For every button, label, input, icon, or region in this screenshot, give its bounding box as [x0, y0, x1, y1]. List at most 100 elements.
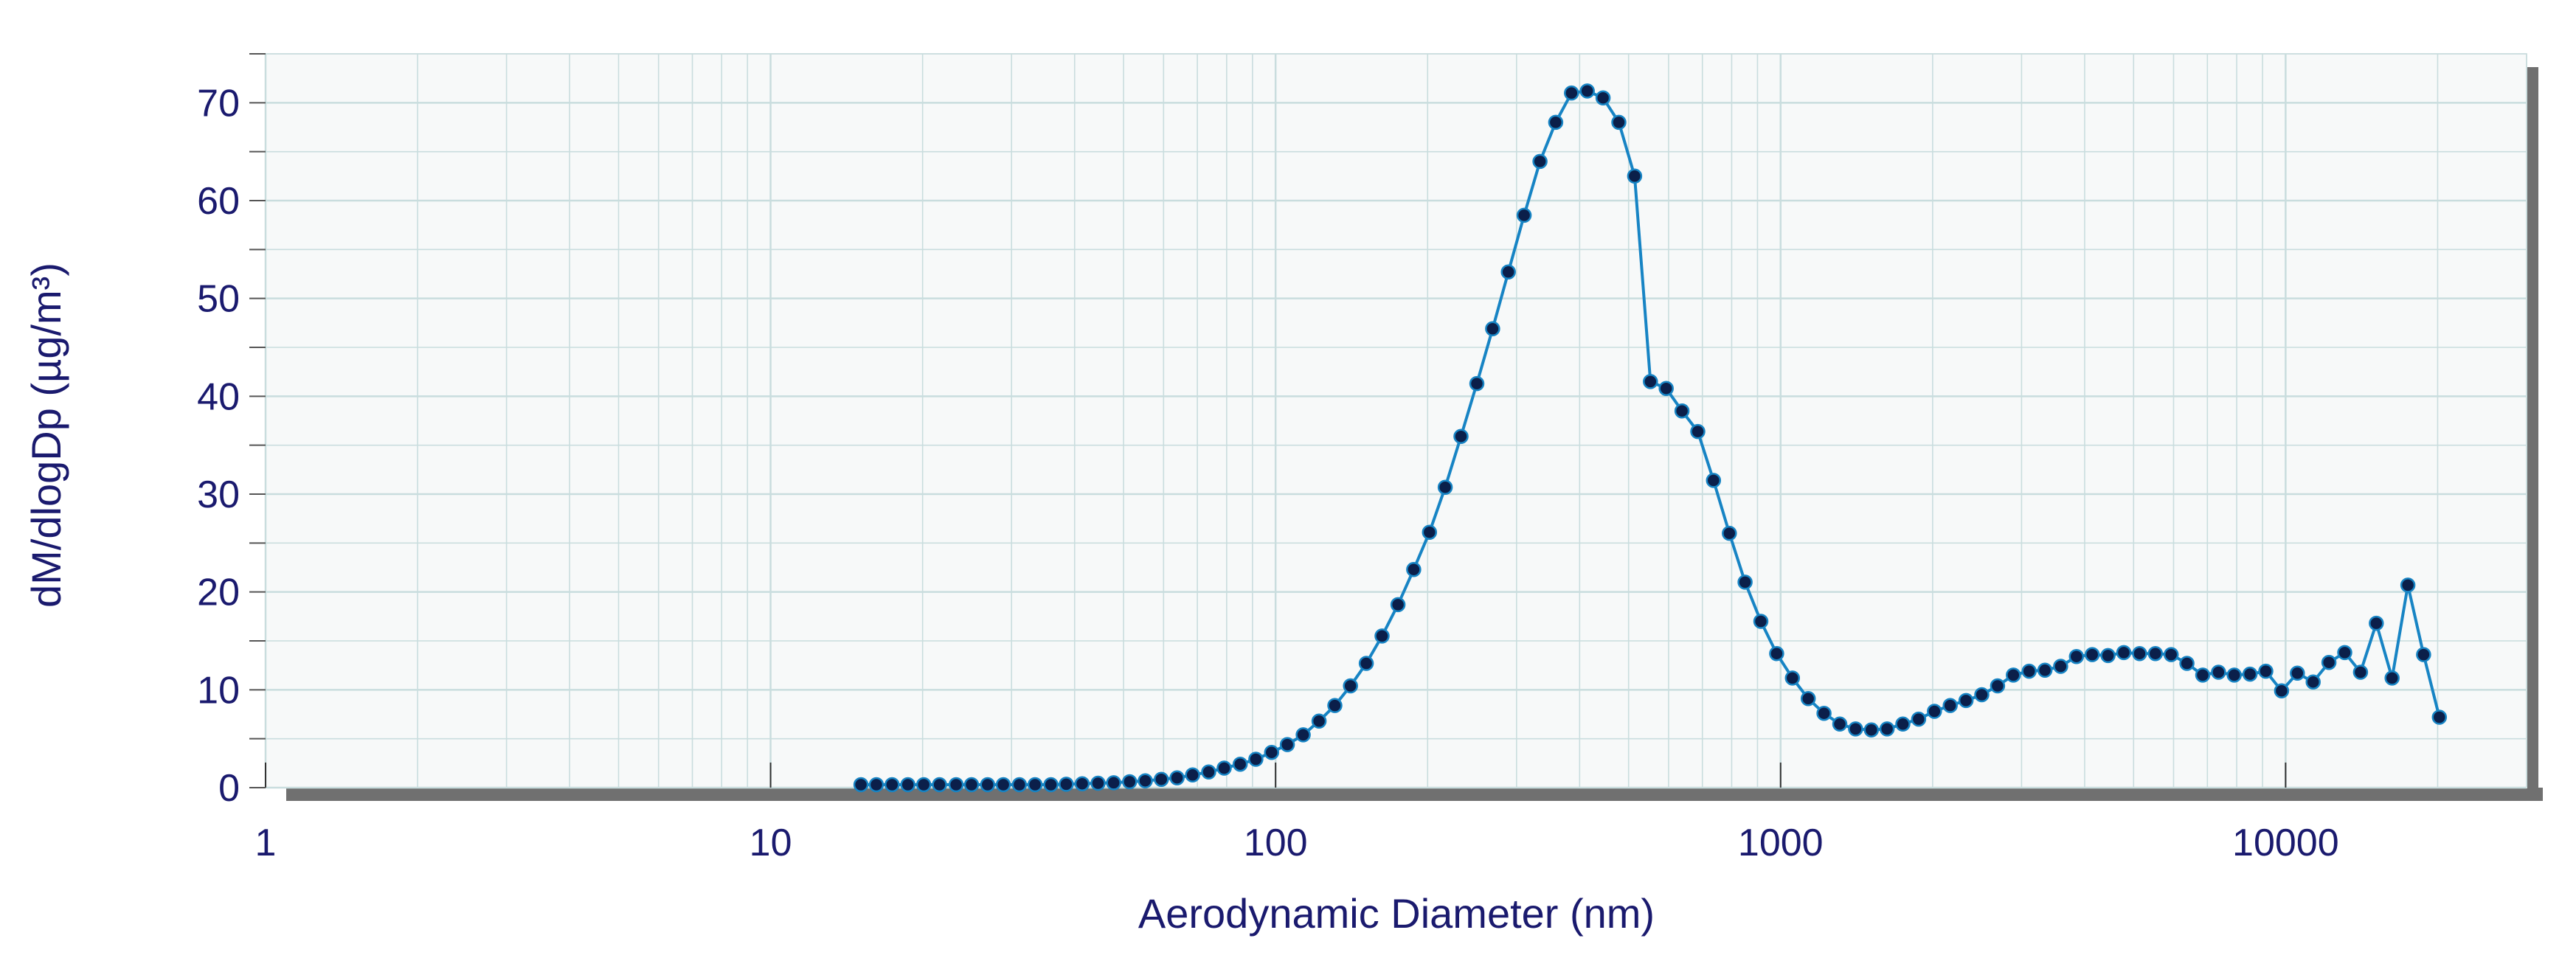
data-point [2100, 648, 2116, 664]
data-point [1595, 90, 1611, 105]
y-tick-label: 10 [197, 669, 240, 712]
x-tick-label: 1 [255, 822, 277, 864]
data-point [1942, 698, 1958, 713]
data-point [1043, 777, 1059, 793]
x-tick-label: 10 [749, 822, 792, 864]
data-point [2431, 709, 2448, 725]
data-point [1122, 774, 1138, 790]
data-point [1295, 727, 1311, 743]
data-point [1074, 776, 1090, 791]
data-point [2116, 645, 2132, 661]
data-point [1279, 737, 1295, 752]
data-point [2369, 615, 2384, 631]
data-point [1059, 777, 1074, 792]
data-point [853, 777, 869, 793]
data-point [1848, 721, 1863, 737]
data-point [1927, 704, 1942, 719]
data-point [1106, 775, 1121, 791]
y-tick-label: 40 [197, 375, 240, 418]
data-point [915, 777, 932, 793]
data-point [1895, 716, 1911, 732]
data-point [1264, 744, 1280, 760]
data-point [2163, 647, 2179, 662]
data-point [1753, 614, 1769, 629]
data-point [1643, 374, 1658, 389]
data-point [884, 777, 900, 793]
data-point [2068, 648, 2085, 664]
data-point [1390, 597, 1406, 613]
data-point [2211, 664, 2226, 680]
axis-ticks [249, 53, 2287, 788]
data-point [1090, 775, 1106, 791]
data-point [1532, 153, 1548, 170]
y-tick-label: 30 [197, 473, 240, 516]
y-tick-label: 50 [197, 278, 240, 321]
data-point [1138, 773, 1153, 788]
data-point [1958, 693, 1974, 709]
data-point [1611, 114, 1627, 131]
series [853, 83, 2448, 793]
axis-shadow [286, 67, 2543, 801]
x-tick-label: 1000 [1738, 822, 1824, 864]
data-point [1800, 691, 1816, 707]
plot-area [265, 53, 2527, 788]
x-tick-label: 10000 [2232, 822, 2339, 864]
data-point [1706, 473, 1722, 488]
data-point [963, 777, 980, 793]
x-axis-shadow [286, 788, 2543, 801]
data-point [1437, 479, 1453, 495]
data-point [1784, 670, 1801, 686]
data-point [1658, 381, 1674, 396]
data-point [1832, 716, 1848, 732]
data-point [2290, 665, 2305, 681]
data-point [1154, 771, 1169, 787]
data-point [2321, 654, 2337, 670]
data-point [1311, 713, 1327, 729]
data-point [2006, 667, 2021, 683]
data-point [1453, 428, 1469, 444]
data-point [2147, 645, 2164, 662]
data-point [1374, 628, 1390, 644]
data-point [1422, 524, 1438, 540]
data-point [1500, 264, 1516, 280]
data-point [1327, 698, 1343, 713]
data-point [900, 777, 915, 793]
data-point [1911, 711, 1927, 727]
data-point [1722, 525, 1737, 541]
grid [264, 53, 2527, 789]
y-axis-tick-labels: 0 10 20 30 40 50 60 70 [197, 82, 240, 810]
data-point [2037, 662, 2053, 678]
data-point [1485, 321, 1500, 337]
data-point [2226, 667, 2242, 683]
y-tick-label: 60 [197, 180, 240, 223]
x-axis-title: Aerodynamic Diameter (nm) [1138, 890, 1655, 937]
data-point [1579, 83, 1595, 99]
data-point [1879, 721, 1895, 737]
data-point [1358, 656, 1374, 671]
data-point [1469, 375, 1485, 392]
data-point [932, 777, 947, 793]
x-tick-label: 100 [1244, 822, 1308, 864]
series-markers [853, 83, 2448, 793]
data-point [2305, 674, 2321, 690]
y-tick-label: 20 [197, 572, 240, 614]
data-point [868, 777, 884, 793]
data-point [2084, 647, 2100, 662]
data-point [1201, 764, 1216, 780]
y-tick-label: 70 [197, 82, 240, 125]
data-point [2384, 670, 2400, 686]
data-point [2179, 656, 2195, 671]
data-point [1406, 561, 1422, 577]
data-point [1627, 168, 1643, 184]
data-point [1769, 645, 1784, 662]
data-point [2242, 666, 2258, 682]
y-tick-label: 0 [218, 767, 240, 810]
data-point [1027, 777, 1043, 793]
data-point [1690, 423, 1706, 440]
x-axis-tick-labels: 1 10 100 1000 10000 [255, 822, 2339, 864]
data-point [980, 777, 996, 793]
data-point [2400, 577, 2416, 593]
data-point [948, 777, 964, 793]
data-point [1674, 403, 1690, 419]
